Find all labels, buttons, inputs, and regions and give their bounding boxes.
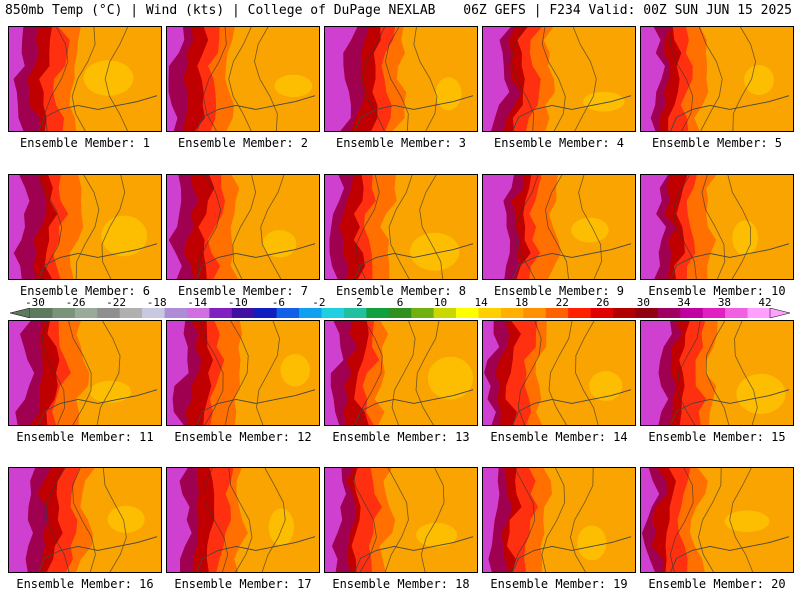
colorbar-swatch <box>725 308 748 318</box>
colorbar-tick-label: -22 <box>106 296 127 309</box>
ensemble-member-map <box>166 320 320 426</box>
colorbar-swatch <box>635 308 659 318</box>
colorbar-swatch <box>500 308 524 318</box>
colorbar-swatch <box>568 308 591 318</box>
ensemble-member-map <box>324 26 478 132</box>
colorbar-swatch <box>433 308 457 318</box>
colorbar-swatch <box>613 308 636 318</box>
colorbar-tick-label: 30 <box>636 296 650 309</box>
colorbar-tick-label: 38 <box>717 296 732 309</box>
ensemble-member-label: Ensemble Member: 6 <box>19 284 151 298</box>
ensemble-member-map <box>166 26 320 132</box>
ensemble-member-label: Ensemble Member: 16 <box>16 577 154 591</box>
colorbar-swatch <box>388 308 412 318</box>
colorbar-swatch <box>74 308 98 318</box>
ensemble-member-map <box>324 174 478 280</box>
ensemble-member-label: Ensemble Member: 2 <box>177 136 309 150</box>
ensemble-member-label: Ensemble Member: 20 <box>648 577 786 591</box>
colorbar-swatch <box>97 308 120 318</box>
ensemble-member-label: Ensemble Member: 5 <box>651 136 783 150</box>
colorbar-swatch <box>30 308 53 318</box>
ensemble-member-map <box>640 467 794 573</box>
colorbar-tick-label: 34 <box>677 296 691 309</box>
colorbar-swatch <box>702 308 726 318</box>
ensemble-member-label: Ensemble Member: 1 <box>19 136 151 150</box>
ensemble-member-map <box>8 174 162 280</box>
colorbar-swatch <box>478 308 502 318</box>
ensemble-member-map <box>482 467 636 573</box>
ensemble-member-map <box>640 174 794 280</box>
ensemble-member-label: Ensemble Member: 15 <box>648 430 786 444</box>
ensemble-member-label: Ensemble Member: 8 <box>335 284 467 298</box>
colorbar-tick-labels: -30 -26 -22 -18 -14 -10 -6 -2 2 6 10 14 18 22 26 30 34 38… <box>0 296 800 309</box>
colorbar-swatch <box>142 308 165 318</box>
colorbar-swatch <box>209 308 233 318</box>
colorbar-tick-label: 18 <box>515 296 529 309</box>
colorbar-swatch <box>657 308 681 318</box>
colorbar-tick-label: -10 <box>227 296 248 309</box>
colorbar-tick-label: 10 <box>433 296 448 309</box>
colorbar-swatch <box>343 308 367 318</box>
colorbar-swatch <box>186 308 210 318</box>
colorbar-tick-label: 14 <box>474 296 488 309</box>
colorbar-swatch <box>164 308 188 318</box>
colorbar-swatch <box>321 308 345 318</box>
model-run-info: 06Z GEFS | F234 Valid: 00Z SUN JUN 15 20… <box>463 3 792 18</box>
colorbar-swatch <box>299 308 322 318</box>
colorbar-tick-label: 42 <box>758 296 772 309</box>
colorbar-tick-label: -18 <box>146 296 167 309</box>
temperature-colorbar <box>10 308 790 318</box>
colorbar-swatch <box>680 308 704 318</box>
ensemble-member-label: Ensemble Member: 12 <box>174 430 312 444</box>
colorbar-tick-label: -26 <box>65 296 86 309</box>
colorbar-swatch <box>545 308 569 318</box>
ensemble-member-map <box>166 467 320 573</box>
colorbar-tick-label: 22 <box>555 296 569 309</box>
ensemble-member-map <box>8 320 162 426</box>
map-title: 850mb Temp (°C) | Wind (kts) | College o… <box>5 3 436 18</box>
ensemble-member-label: Ensemble Member: 10 <box>648 284 786 298</box>
colorbar-swatch <box>366 308 390 318</box>
colorbar-swatch <box>456 308 479 318</box>
ensemble-member-map <box>482 320 636 426</box>
ensemble-member-label: Ensemble Member: 14 <box>490 430 628 444</box>
ensemble-member-map <box>482 174 636 280</box>
colorbar-swatch <box>590 308 614 318</box>
colorbar-swatch <box>276 308 300 318</box>
colorbar-swatch <box>747 308 771 318</box>
ensemble-member-label: Ensemble Member: 17 <box>174 577 312 591</box>
ensemble-member-label: Ensemble Member: 7 <box>177 284 309 298</box>
ensemble-member-map <box>8 467 162 573</box>
ensemble-member-label: Ensemble Member: 19 <box>490 577 628 591</box>
colorbar-swatch <box>231 308 255 318</box>
colorbar-tick-label: -14 <box>187 296 208 309</box>
ensemble-member-map <box>8 26 162 132</box>
ensemble-member-map <box>324 467 478 573</box>
ensemble-member-label: Ensemble Member: 18 <box>332 577 470 591</box>
ensemble-member-map <box>640 320 794 426</box>
colorbar-swatch <box>523 308 547 318</box>
ensemble-member-label: Ensemble Member: 3 <box>335 136 467 150</box>
colorbar-swatch <box>254 308 277 318</box>
colorbar-high-arrow <box>769 308 790 318</box>
colorbar-tick-label: -6 <box>271 296 285 309</box>
ensemble-member-label: Ensemble Member: 11 <box>16 430 154 444</box>
ensemble-member-map <box>640 26 794 132</box>
colorbar-swatch <box>411 308 434 318</box>
ensemble-member-map <box>482 26 636 132</box>
ensemble-member-label: Ensemble Member: 4 <box>493 136 625 150</box>
ensemble-member-map <box>166 174 320 280</box>
ensemble-member-label: Ensemble Member: 9 <box>493 284 625 298</box>
ensemble-member-label: Ensemble Member: 13 <box>332 430 470 444</box>
ensemble-member-map <box>324 320 478 426</box>
colorbar-tick-label: 26 <box>596 296 610 309</box>
colorbar-swatch <box>52 308 76 318</box>
colorbar-tick-label: -30 <box>25 296 45 309</box>
colorbar-low-arrow <box>10 308 31 318</box>
colorbar-tick-label: 2 <box>356 296 363 309</box>
colorbar-swatch <box>119 308 143 318</box>
colorbar-tick-label: -2 <box>312 296 326 309</box>
colorbar-tick-label: 6 <box>396 296 404 309</box>
